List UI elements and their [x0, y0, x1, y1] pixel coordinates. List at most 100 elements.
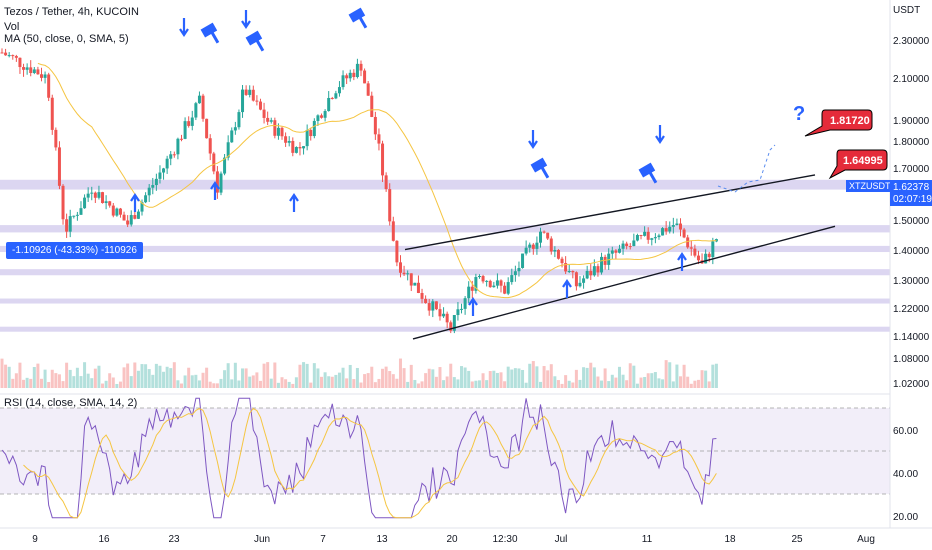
candle-body: [474, 277, 478, 291]
volume-bar: [477, 380, 481, 388]
volume-bar: [363, 374, 367, 388]
candle-body: [521, 253, 525, 268]
volume-bar: [180, 383, 183, 388]
volume-bar: [57, 374, 61, 388]
callout-lower[interactable]: [828, 149, 888, 180]
volume-bar: [215, 383, 219, 388]
trendlines: [404, 174, 836, 340]
candle-body: [560, 258, 564, 264]
volume-bar: [560, 383, 564, 388]
gavel-handle: [358, 16, 368, 29]
arrow-down: [179, 18, 189, 37]
rsi-ma-line: [23, 407, 717, 519]
candle-body: [488, 280, 492, 288]
volume-bar: [388, 371, 392, 388]
volume-bar: [510, 369, 514, 388]
volume-bar: [610, 374, 614, 388]
candle-body: [449, 322, 453, 331]
candle-body: [29, 67, 33, 73]
price-zone: [0, 269, 890, 276]
candle-body: [255, 100, 259, 102]
candle-body: [528, 244, 532, 248]
volume-bar: [355, 367, 359, 388]
volume-bar: [11, 378, 15, 388]
volume-bar: [546, 370, 550, 388]
volume-bar: [517, 368, 521, 388]
candle-body: [556, 249, 560, 259]
volume-bar: [524, 382, 528, 388]
volume-bar: [208, 381, 212, 388]
volume-bar: [528, 363, 532, 388]
volume-bar: [664, 360, 668, 388]
volume-bar: [585, 367, 589, 388]
volume-bar: [22, 379, 26, 388]
candle-body: [248, 89, 252, 95]
volume-bar: [302, 362, 306, 388]
volume-bar: [671, 381, 675, 388]
arrow-down: [241, 10, 251, 29]
candle-body: [115, 208, 119, 216]
volume-bar: [54, 373, 58, 388]
candle-body: [370, 95, 374, 117]
volume-bar: [589, 362, 593, 388]
price-tick: 2.30000: [893, 36, 930, 47]
volume-bar: [603, 368, 607, 388]
volume-bar: [205, 367, 209, 388]
candle-body: [133, 215, 137, 219]
price-zones: [0, 179, 890, 332]
candle-body: [276, 127, 280, 136]
candle-body: [194, 103, 198, 118]
volume-bar: [47, 382, 51, 388]
volume-bar: [427, 368, 431, 388]
volume-bar: [549, 364, 553, 388]
volume-bar: [230, 379, 234, 388]
volume-bar: [639, 377, 643, 388]
candle-body: [330, 97, 334, 99]
candle-body: [531, 244, 535, 249]
volume-bar: [596, 376, 600, 388]
candle-body: [223, 157, 227, 174]
candle-body: [650, 238, 654, 240]
volume-bar: [492, 370, 496, 388]
candle-body: [327, 97, 331, 112]
candle-body: [169, 154, 173, 159]
gavel-handle: [648, 171, 658, 184]
candle-body: [316, 115, 320, 121]
gavel-handle: [255, 39, 265, 52]
price-tick: 1.80000: [893, 137, 930, 148]
volume-bar: [144, 364, 148, 388]
candle-body: [136, 211, 140, 219]
volume-bar: [111, 377, 115, 388]
candle-body: [578, 282, 582, 287]
volume-bar: [154, 363, 158, 388]
candle-body: [643, 231, 647, 236]
candle-body: [373, 116, 377, 135]
volume-bar: [539, 381, 542, 388]
candle-body: [621, 243, 625, 249]
volume-bar: [488, 371, 492, 388]
volume-bar: [434, 376, 438, 388]
candle-body: [208, 138, 212, 154]
candle-body: [409, 273, 413, 286]
volume-bar: [675, 364, 679, 388]
volume-bar: [165, 366, 169, 388]
candle-body: [187, 121, 191, 126]
candle-body: [36, 69, 40, 75]
time-tick: Jul: [555, 534, 568, 545]
volume-bar: [61, 381, 65, 388]
candle-body: [600, 256, 604, 273]
candle-body: [477, 276, 481, 278]
candle-body: [431, 301, 435, 311]
callout-upper[interactable]: [804, 109, 873, 137]
candle-body: [18, 57, 22, 68]
volume-bar: [614, 377, 618, 388]
volume-bar: [521, 369, 525, 388]
candle-body: [233, 127, 237, 131]
candle-body: [50, 97, 54, 130]
volume-bar: [373, 382, 377, 388]
volume-bar: [345, 378, 349, 388]
candle-body: [664, 228, 668, 232]
candle-body: [355, 63, 359, 78]
volume-bar: [158, 365, 162, 388]
